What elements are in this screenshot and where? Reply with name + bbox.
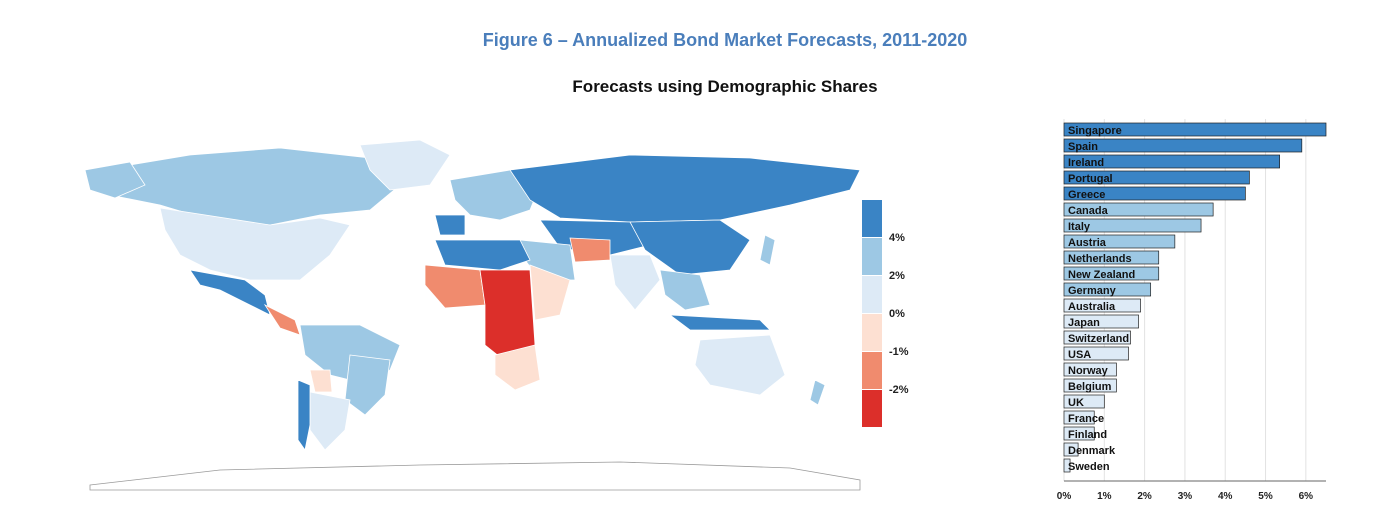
x-tick-label: 6% xyxy=(1299,491,1314,502)
bar-label: Denmark xyxy=(1068,445,1116,457)
map-region-mexico xyxy=(189,269,271,316)
bond-forecast-bar-chart: Singapore Spain Ireland Portugal Greece Canad… xyxy=(1050,118,1350,518)
bar xyxy=(1063,426,1095,441)
bar-label: New Zealand xyxy=(1068,269,1135,281)
map-region-china xyxy=(629,219,751,276)
world-map xyxy=(70,130,870,495)
bar xyxy=(1063,330,1131,345)
bar-label: Norway xyxy=(1068,365,1109,377)
figure-title: Figure 6 – Annualized Bond Market Foreca… xyxy=(482,30,968,50)
bar xyxy=(1063,186,1246,201)
bar xyxy=(1063,266,1160,281)
map-region-india xyxy=(609,254,661,311)
x-tick-label: 2% xyxy=(1137,491,1152,502)
legend-swatch xyxy=(862,352,882,389)
legend-label: 0% xyxy=(889,308,905,320)
map-region-north-africa xyxy=(434,239,531,271)
legend-swatch xyxy=(862,314,882,351)
x-tick-label: 4% xyxy=(1218,491,1233,502)
bar xyxy=(1063,314,1139,329)
legend-swatch xyxy=(862,276,882,313)
map-legend: 4% 2% 0% -1% -2% xyxy=(862,200,942,430)
map-region-southern-africa xyxy=(494,344,541,391)
bar xyxy=(1063,122,1327,137)
legend-swatch xyxy=(862,238,882,275)
map-region-southern-cone xyxy=(309,391,351,451)
map-region-usa xyxy=(159,207,351,281)
bar xyxy=(1063,442,1079,457)
legend-swatch xyxy=(862,200,882,237)
x-tick-label: 1% xyxy=(1097,491,1112,502)
bar-label: Australia xyxy=(1068,301,1116,313)
bar xyxy=(1063,362,1117,377)
bar xyxy=(1063,234,1176,249)
map-region-southeast-asia xyxy=(659,269,711,311)
bar xyxy=(1063,378,1117,393)
bar xyxy=(1063,410,1095,425)
map-region-chile xyxy=(297,379,311,451)
bar xyxy=(1063,154,1280,169)
bar-label: Belgium xyxy=(1068,381,1112,393)
bar-chart-svg: Singapore Spain Ireland Portugal Greece Canad… xyxy=(1057,119,1327,502)
x-tick-label: 0% xyxy=(1057,491,1072,502)
figure-subtitle: Forecasts using Demographic Shares xyxy=(572,77,878,96)
bar-label: Italy xyxy=(1068,221,1091,233)
map-region-west-africa xyxy=(424,264,486,309)
map-region-east-africa xyxy=(529,264,571,321)
bar xyxy=(1063,458,1071,473)
bar-label: USA xyxy=(1068,349,1091,361)
bar xyxy=(1063,218,1202,233)
bar-label: UK xyxy=(1068,397,1084,409)
legend-label: -1% xyxy=(889,346,909,358)
map-region-greenland xyxy=(359,139,451,191)
map-region-central-america xyxy=(263,303,301,336)
bar xyxy=(1063,282,1152,297)
bar xyxy=(1063,394,1105,409)
map-region-antarctica xyxy=(89,461,861,491)
bar-label: Portugal xyxy=(1068,173,1113,185)
bar-label: Japan xyxy=(1068,317,1100,329)
bar xyxy=(1063,138,1303,153)
bar-label: Switzerland xyxy=(1068,333,1129,345)
bar-label: France xyxy=(1068,413,1104,425)
bar xyxy=(1063,250,1160,265)
bar-label: Spain xyxy=(1068,141,1098,153)
map-region-indonesia xyxy=(668,314,771,331)
bar-label: Germany xyxy=(1068,285,1117,297)
legend-label: 4% xyxy=(889,232,905,244)
legend-label: -2% xyxy=(889,384,909,396)
map-region-australia xyxy=(694,334,786,396)
bar-label: Netherlands xyxy=(1068,253,1132,265)
bar-label: Singapore xyxy=(1068,125,1122,137)
bar-label: Sweden xyxy=(1068,461,1110,473)
map-region-japan xyxy=(759,234,776,266)
bar xyxy=(1063,298,1141,313)
bar-label: Canada xyxy=(1068,205,1109,217)
map-region-russia xyxy=(509,154,861,223)
bar-label: Ireland xyxy=(1068,157,1104,169)
map-region-brazil xyxy=(344,354,391,416)
bar-label: Finland xyxy=(1068,429,1107,441)
map-region-iran xyxy=(569,237,611,263)
map-region-alaska xyxy=(84,161,146,199)
bar-label: Greece xyxy=(1068,189,1105,201)
bar xyxy=(1063,346,1129,361)
map-region-canada xyxy=(99,147,401,226)
world-map-svg xyxy=(84,139,861,491)
x-tick-label: 3% xyxy=(1178,491,1193,502)
map-region-bolivia xyxy=(309,369,333,393)
map-region-new-zealand xyxy=(809,379,826,406)
bar xyxy=(1063,170,1250,185)
bar-label: Austria xyxy=(1068,237,1107,249)
map-region-iberia xyxy=(434,214,466,236)
legend-label: 2% xyxy=(889,270,905,282)
legend-swatch xyxy=(862,390,882,427)
x-tick-label: 5% xyxy=(1258,491,1273,502)
bar xyxy=(1063,202,1214,217)
